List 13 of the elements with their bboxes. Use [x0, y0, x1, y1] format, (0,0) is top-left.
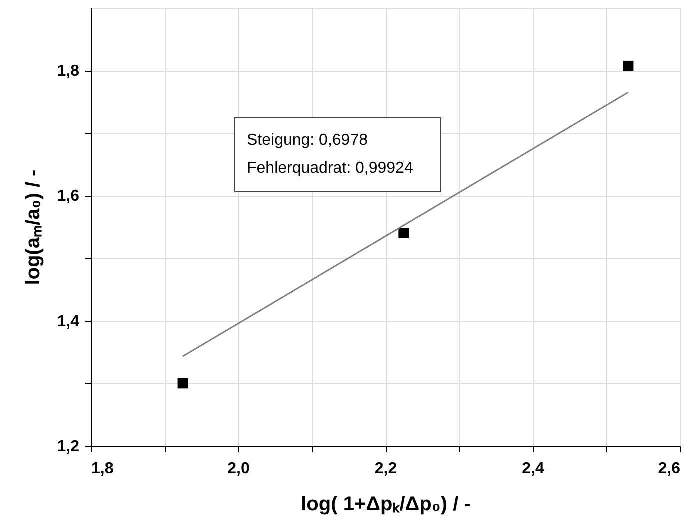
x-tick-label: 2,6: [658, 460, 681, 478]
annotation: Fehlerquadrat: 0,99924: [247, 160, 414, 177]
x-tick-label: 2,2: [374, 460, 398, 478]
y-axis-title: log(aₘ/a₀) / -: [22, 170, 44, 286]
y-tick-label: 1,4: [57, 313, 80, 330]
y-tick-label: 1,8: [57, 63, 80, 80]
x-tick-label: 1,8: [92, 460, 114, 478]
x-tick-label: 2,0: [228, 460, 250, 478]
y-tick-label: 1,2: [57, 438, 80, 456]
annotation: Steigung: 0,6978: [247, 132, 368, 149]
y-tick-label: 1,6: [57, 188, 80, 206]
x-tick-label: 2,4: [522, 460, 544, 478]
x-axis-title: log( 1+Δpₖ/Δp₀) / -: [301, 494, 471, 516]
